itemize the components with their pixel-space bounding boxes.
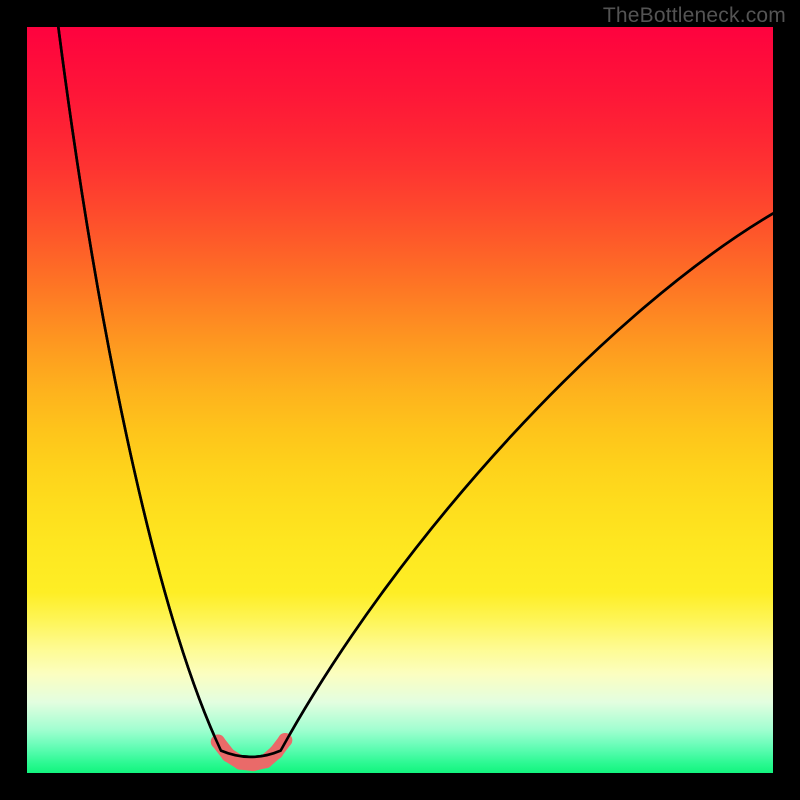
bottleneck-curve-chart [27, 27, 773, 773]
plot-frame [27, 27, 773, 773]
gradient-background [27, 27, 773, 773]
watermark-text: TheBottleneck.com [603, 4, 786, 28]
chart-stage: TheBottleneck.com [0, 0, 800, 800]
floor-dot [246, 757, 260, 771]
